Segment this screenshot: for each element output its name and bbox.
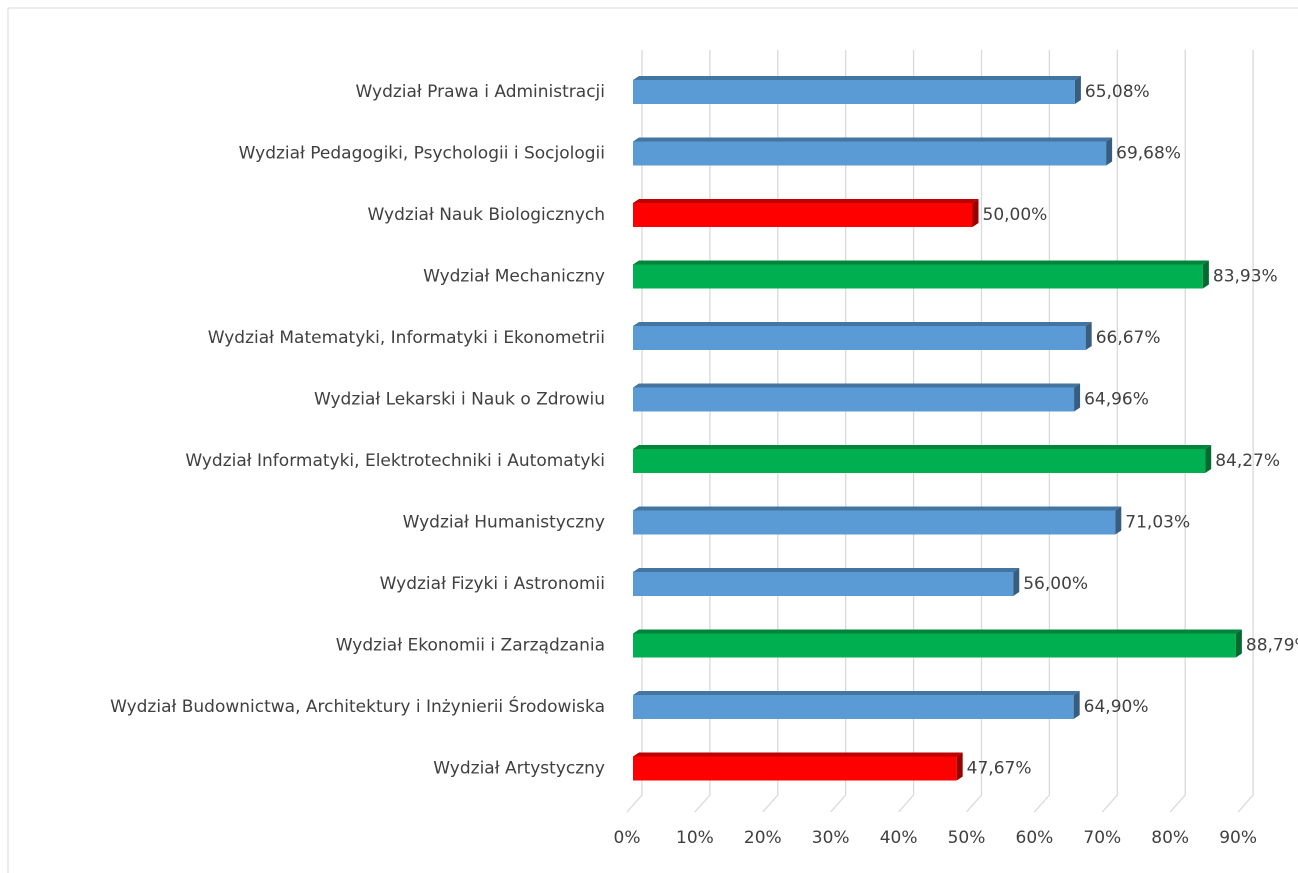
x-tick-label: 30% (812, 828, 850, 848)
bar-side (1235, 629, 1242, 658)
y-tick-label: Wydział Ekonomii i Zarządzania (336, 636, 605, 656)
value-label: 50,00% (983, 205, 1048, 225)
bar-side (1202, 260, 1209, 289)
y-tick-label: Wydział Pedagogiki, Psychologii i Socjol… (239, 144, 605, 164)
value-label: 47,67% (967, 759, 1032, 779)
bar-side (1106, 137, 1113, 166)
value-label: 69,68% (1116, 144, 1181, 164)
grid-line (1237, 50, 1254, 813)
x-tick-label: 60% (1016, 828, 1054, 848)
bar-side (1013, 568, 1020, 596)
grid-line (1033, 50, 1051, 813)
bar-side (1085, 322, 1092, 350)
bar-side (1074, 383, 1081, 412)
bar-top (633, 506, 1122, 511)
grid-line (694, 50, 711, 813)
grid-line (762, 50, 779, 813)
value-label: 84,27% (1215, 451, 1280, 471)
grid-line (830, 50, 847, 813)
x-tick-label: 70% (1083, 828, 1121, 848)
bar-top (633, 691, 1080, 695)
y-tick-label: Wydział Fizyki i Astronomii (380, 574, 605, 594)
bar (633, 510, 1116, 535)
bar-side (1115, 506, 1122, 535)
bar (633, 326, 1086, 350)
bar (633, 756, 957, 781)
bar-side (1073, 691, 1080, 719)
value-label: 66,67% (1096, 328, 1161, 348)
grid-line (1101, 50, 1118, 813)
bar-top (633, 260, 1209, 265)
x-tick-label: 0% (614, 828, 641, 848)
bar (633, 633, 1236, 658)
y-tick-label: Wydział Informatyki, Elektrotechniki i A… (185, 451, 605, 471)
bar-top (633, 752, 963, 757)
grid-line (1169, 50, 1186, 813)
bar (633, 695, 1074, 719)
bar-top (633, 199, 979, 203)
y-tick-label: Wydział Nauk Biologicznych (368, 205, 605, 225)
bar-top (633, 568, 1020, 572)
bar (633, 141, 1107, 166)
grid-line (966, 50, 983, 813)
bar-top (633, 383, 1081, 388)
bar (633, 572, 1014, 596)
y-tick-label: Wydział Lekarski i Nauk o Zdrowiu (314, 390, 605, 410)
y-tick-label: Wydział Humanistyczny (403, 513, 605, 533)
bar-top (633, 445, 1212, 449)
bar-side (956, 752, 963, 781)
bar (633, 264, 1203, 289)
value-label: 83,93% (1213, 267, 1278, 287)
bar-top (633, 322, 1092, 326)
grid-line (626, 50, 643, 813)
bar-top (633, 76, 1081, 80)
bar (633, 203, 973, 227)
bar-side (972, 199, 979, 227)
y-tick-label: Wydział Artystyczny (433, 759, 605, 779)
value-label: 56,00% (1023, 574, 1088, 594)
value-label: 64,96% (1084, 390, 1149, 410)
y-tick-label: Wydział Prawa i Administracji (356, 82, 606, 102)
x-tick-label: 40% (880, 828, 918, 848)
value-label: 65,08% (1085, 82, 1150, 102)
bar-top (633, 629, 1242, 634)
bar-top (633, 137, 1113, 142)
y-tick-label: Wydział Mechaniczny (423, 267, 605, 287)
bar-side (1074, 76, 1081, 104)
x-tick-label: 80% (1151, 828, 1189, 848)
bar-side (1205, 445, 1212, 473)
value-label: 88,79% (1246, 636, 1298, 656)
value-label: 71,03% (1125, 513, 1190, 533)
grid-line (898, 50, 915, 813)
y-tick-label: Wydział Matematyki, Informatyki i Ekonom… (208, 328, 605, 348)
x-tick-label: 10% (676, 828, 714, 848)
x-tick-label: 20% (744, 828, 782, 848)
bar (633, 449, 1206, 473)
bar (633, 80, 1075, 104)
x-tick-label: 50% (948, 828, 986, 848)
value-label: 64,90% (1084, 697, 1149, 717)
y-tick-label: Wydział Budownictwa, Architektury i Inży… (110, 695, 605, 717)
bar (633, 387, 1075, 412)
x-tick-label: 90% (1219, 828, 1257, 848)
